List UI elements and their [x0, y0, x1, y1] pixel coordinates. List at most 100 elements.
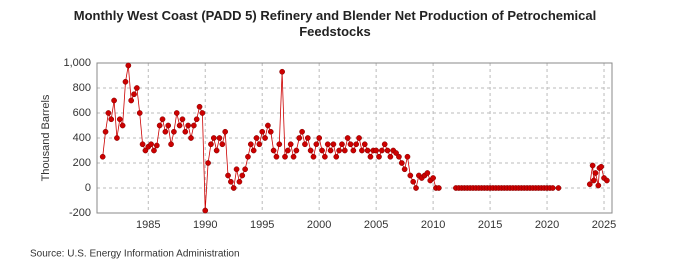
- data-point: [119, 122, 126, 129]
- data-point: [225, 172, 231, 179]
- data-point: [344, 135, 351, 141]
- data-point: [156, 122, 163, 129]
- y-tick-label: 800: [73, 82, 91, 94]
- data-point: [111, 97, 117, 104]
- data-point: [116, 116, 123, 123]
- data-point: [253, 135, 260, 141]
- data-point: [353, 141, 360, 148]
- data-point: [259, 128, 266, 135]
- data-point: [339, 141, 345, 148]
- data-point: [393, 150, 399, 156]
- data-point: [384, 147, 391, 154]
- data-point: [307, 147, 314, 154]
- data-point: [173, 110, 180, 116]
- data-point: [319, 147, 325, 154]
- data-point: [114, 135, 120, 141]
- data-point: [287, 141, 294, 148]
- data-point: [171, 128, 177, 135]
- data-point: [108, 116, 115, 123]
- data-point: [586, 181, 593, 188]
- data-point: [205, 160, 211, 166]
- data-point: [381, 141, 388, 148]
- data-point: [228, 178, 234, 185]
- data-point: [122, 78, 129, 85]
- data-point: [99, 153, 106, 160]
- data-point: [250, 147, 257, 154]
- y-tick-label: 200: [73, 157, 91, 169]
- data-point: [193, 116, 200, 123]
- x-tick-label: 2005: [364, 219, 388, 231]
- data-point: [413, 185, 419, 191]
- data-point: [208, 141, 214, 148]
- data-point: [549, 185, 556, 191]
- data-point: [336, 147, 342, 154]
- data-point: [199, 110, 206, 116]
- data-point: [595, 182, 602, 189]
- data-point: [367, 153, 374, 160]
- data-point: [398, 160, 405, 166]
- data-point: [256, 141, 263, 148]
- x-tick-label: 2000: [307, 219, 331, 231]
- data-point: [296, 135, 303, 141]
- x-tick-label: 2015: [478, 219, 502, 231]
- x-tick-label: 1985: [136, 219, 160, 231]
- data-point: [196, 103, 203, 110]
- data-point: [324, 141, 331, 148]
- data-point: [142, 147, 149, 154]
- data-point: [239, 172, 246, 179]
- data-point: [139, 141, 146, 148]
- data-point: [182, 128, 189, 135]
- data-point: [128, 97, 135, 104]
- data-point: [282, 153, 288, 160]
- x-tick-label: 1995: [250, 219, 274, 231]
- data-point: [245, 153, 251, 160]
- data-point: [359, 147, 365, 154]
- source: Source: U.S. Energy Information Administ…: [30, 249, 240, 260]
- plot-frame: [96, 62, 613, 214]
- data-point: [168, 141, 174, 148]
- data-point: [299, 128, 305, 135]
- data-point: [361, 141, 368, 148]
- data-point: [401, 166, 408, 173]
- data-point: [356, 135, 362, 141]
- data-point: [262, 135, 268, 141]
- data-point: [435, 185, 442, 191]
- data-point: [190, 122, 197, 129]
- data-point: [242, 166, 248, 173]
- data-point: [589, 162, 596, 169]
- data-point: [376, 153, 382, 160]
- data-point: [316, 135, 323, 141]
- data-point: [153, 142, 160, 149]
- data-point: [210, 135, 217, 141]
- data-point: [151, 147, 157, 154]
- y-tick-label: 1,000: [63, 57, 91, 69]
- data-point: [213, 147, 220, 154]
- data-point: [373, 147, 379, 154]
- data-point: [290, 153, 297, 160]
- data-point: [270, 147, 277, 154]
- data-point: [327, 147, 334, 154]
- x-tick-label: 2025: [592, 219, 616, 231]
- data-point: [216, 135, 223, 141]
- data-point: [304, 135, 311, 141]
- data-point: [310, 153, 317, 160]
- data-point: [273, 153, 280, 160]
- data-point: [125, 62, 132, 69]
- data-point: [162, 128, 169, 135]
- data-point: [598, 163, 605, 170]
- data-point: [604, 177, 610, 184]
- data-point: [276, 141, 283, 148]
- y-axis-label: Thousand Barrels: [40, 94, 52, 181]
- data-point: [159, 116, 166, 123]
- data-point: [302, 141, 308, 148]
- data-point: [230, 185, 237, 191]
- data-point: [322, 153, 328, 160]
- y-tick-label: -200: [69, 207, 91, 219]
- data-point: [185, 122, 192, 129]
- x-tick-label: 2020: [535, 219, 559, 231]
- data-point: [330, 141, 337, 148]
- data-point: [350, 147, 357, 154]
- data-point: [364, 147, 371, 154]
